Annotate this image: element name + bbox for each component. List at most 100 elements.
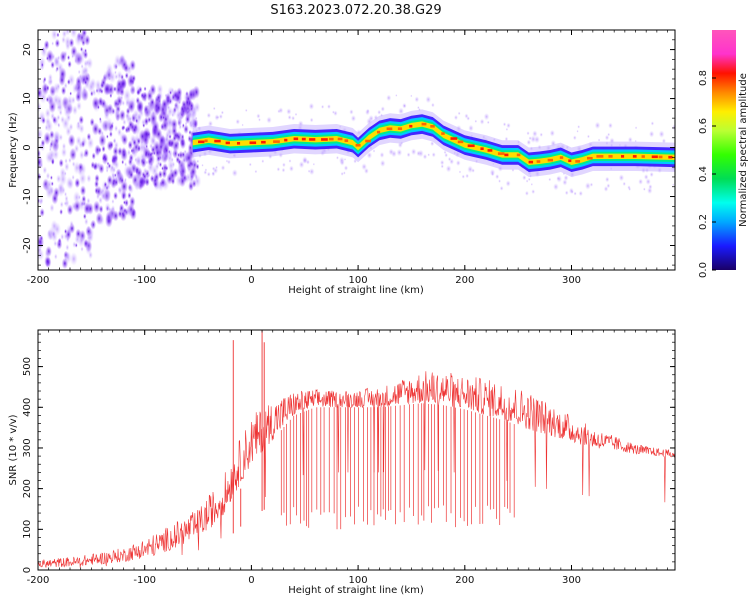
spectral-speck [278,107,284,114]
spectral-blob [77,69,81,75]
spectral-peak [409,124,413,128]
spectral-speck [587,134,590,139]
spectral-blob [64,30,71,36]
spectral-speck [372,149,376,153]
spectral-blob [63,106,71,118]
spectral-speck [395,94,398,97]
spectral-speck [622,181,626,187]
spectral-blob [160,177,166,188]
spectral-speck [276,167,281,172]
spectral-blob [157,170,163,179]
spectral-speck [650,121,655,126]
spectral-blob [166,172,174,185]
snr-plot-area [38,330,675,570]
spectral-speck [539,132,543,137]
spectral-blob [148,88,152,94]
spectral-peak [457,140,464,144]
spectral-speck [216,115,220,119]
spectral-blob [89,117,95,127]
spectral-blob [103,181,108,188]
spectral-blob [133,177,142,191]
spectral-speck [286,108,292,115]
spectral-speck [430,140,435,147]
spectral-blob [94,179,99,189]
spectral-speck [642,187,646,191]
spectral-peak [608,155,613,158]
spectral-speck [388,148,394,156]
spectral-blob [123,88,132,103]
spectral-blob [65,244,70,251]
spectral-blob [58,158,64,168]
spectral-blob [45,96,49,103]
spectral-peak [365,139,371,143]
spectral-blob [77,233,86,248]
spectral-blob [105,168,109,174]
spectral-peak [497,152,505,155]
spectral-speck [309,117,314,123]
spectral-peak [329,137,334,141]
spectral-blob [102,82,111,96]
spectral-blob [147,173,151,178]
spectral-blob [58,104,62,111]
spectral-blob [100,119,108,132]
spectral-speck [466,116,470,121]
spectral-blob [151,120,160,134]
spectral-speck [648,130,655,138]
spectral-blob [40,139,46,148]
spectral-blob [156,83,164,96]
spectral-blob [72,105,78,116]
spectral-peak [204,139,208,143]
spectral-peak [236,142,241,145]
spectral-speck [468,124,474,132]
spectral-blob [172,150,176,157]
spectral-blob [56,239,63,250]
spectral-speck [206,171,211,177]
spectral-blob [49,203,55,213]
spectral-speck [474,119,478,123]
spectral-peak [284,138,288,142]
spectral-blob [86,174,92,183]
spectral-blob [120,95,124,101]
spectral-blob [86,132,92,141]
spectral-peak [651,155,658,159]
spectral-speck [522,174,527,181]
spectral-blob [45,186,54,200]
spectral-speck [527,177,531,182]
spectral-blob [143,167,148,176]
spectral-blob [39,161,44,169]
spectral-speck [410,94,413,98]
spectral-blob [76,101,82,111]
spectral-blob [110,165,114,171]
spectral-speck [499,185,504,191]
spectral-blob [118,203,125,213]
spectral-blob [130,148,134,153]
spectral-blob [45,172,51,180]
spectral-blob [140,157,147,169]
spectral-speck [453,114,459,121]
spectral-blob [91,152,96,160]
spectral-blob [42,166,48,175]
spectral-blob [84,79,88,86]
spectral-blob [60,233,65,241]
spectral-peak [386,127,393,131]
spectral-blob [125,98,130,107]
spectral-speck [215,165,218,170]
spectral-speck [440,159,445,166]
spectral-blob [59,201,64,208]
spectral-blob [128,66,131,71]
spectral-speck [377,109,382,115]
snr-y-ticks: 0 100 200 300 400 500 [22,333,675,573]
spectral-blob [87,225,91,232]
spectral-speck [220,110,224,115]
spectral-blob [79,150,85,160]
spectral-blob [142,122,146,128]
spectral-peak [355,143,361,147]
spectral-peak [214,139,221,143]
spectral-blob [70,30,78,39]
spectral-blob [57,122,61,129]
spectral-blob [183,149,187,155]
spectral-blob [95,84,103,96]
spectral-blob [60,86,67,96]
spectral-speck [231,169,238,177]
spectral-blob [51,41,55,46]
